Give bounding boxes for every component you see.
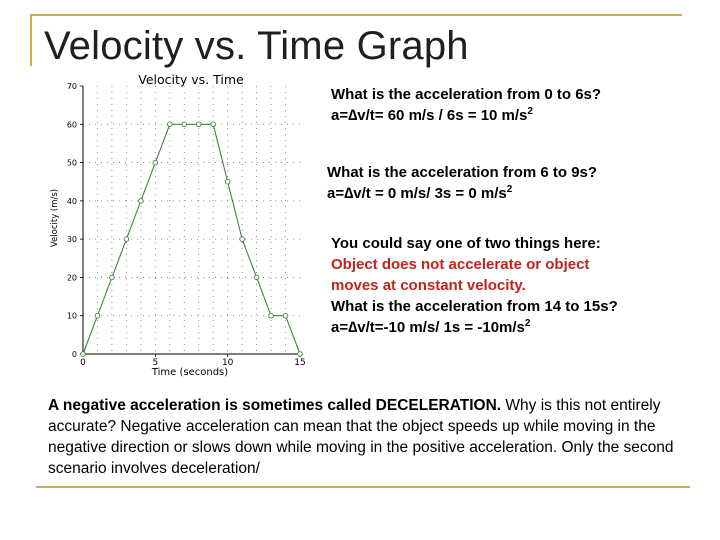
data-point — [152, 159, 159, 166]
data-point — [138, 198, 144, 204]
qa1-answer-exponent: 2 — [527, 106, 533, 117]
data-point — [297, 351, 303, 357]
deceleration-paragraph: A negative acceleration is sometimes cal… — [48, 395, 698, 479]
data-point — [224, 178, 231, 185]
paragraph-lead-bold: A negative acceleration is sometimes cal… — [48, 397, 502, 414]
chart-series — [80, 121, 303, 357]
data-point — [253, 274, 260, 281]
y-tick-label: 70 — [67, 82, 77, 91]
chart-ylabel: Velocity (m/s) — [50, 189, 60, 247]
left-accent-line — [30, 14, 32, 66]
qa3-highlight-line1: Object does not accelerate or object — [331, 256, 590, 273]
chart-tick-labels: 0 10 20 30 40 50 60 70 0 5 10 15 — [67, 82, 306, 368]
paragraph-rest: Why is this not entirely accurate? Negat… — [48, 397, 674, 477]
velocity-time-chart: Velocity vs. Time Velocity (m/s) Time (s… — [50, 72, 306, 378]
qa2-answer-exponent: 2 — [506, 184, 513, 195]
qa1-answer: a=∆v/t= 60 m/s / 6s = 10 m/s2 — [331, 105, 601, 126]
data-point — [239, 236, 245, 242]
x-tick-label: 0 — [80, 358, 86, 368]
data-point — [80, 351, 86, 357]
data-point — [282, 312, 289, 319]
top-accent-line — [30, 14, 682, 16]
y-tick-label: 40 — [67, 197, 77, 206]
chart-axes — [82, 86, 300, 355]
qa3-highlight-line2: moves at constant velocity. — [331, 277, 526, 294]
x-tick-label: 10 — [222, 358, 234, 368]
data-point — [268, 312, 274, 319]
data-point — [195, 121, 202, 128]
qa-block-1: What is the acceleration from 0 to 6s? a… — [331, 84, 601, 126]
qa3-question: What is the acceleration from 14 to 15s? — [331, 298, 618, 315]
y-tick-label: 50 — [67, 159, 77, 168]
chart-xlabel: Time (seconds) — [151, 367, 228, 378]
qa3-answer-text: a=∆v/t=-10 m/s/ 1s = -10m/s — [331, 319, 525, 336]
qa2-answer-text: a=∆v/t = 0 m/s/ 3s = 0 m/s — [327, 185, 507, 202]
y-tick-label: 30 — [67, 235, 77, 244]
qa3-answer: a=∆v/t=-10 m/s/ 1s = -10m/s2 — [331, 317, 618, 338]
chart-title: Velocity vs. Time — [138, 72, 244, 87]
qa2-question: What is the acceleration from 6 to 9s? — [327, 164, 598, 181]
x-tick-label: 5 — [152, 358, 158, 368]
chart-grid — [83, 86, 300, 354]
qa1-answer-text: a=∆v/t= 60 m/s / 6s = 10 m/s — [331, 107, 528, 124]
series-line — [82, 123, 301, 355]
data-point — [109, 274, 115, 281]
qa-block-2: What is the acceleration from 6 to 9s? a… — [327, 162, 597, 204]
qa3-answer-exponent: 2 — [524, 318, 531, 329]
y-tick-label: 0 — [72, 350, 77, 359]
data-point — [123, 236, 130, 242]
qa2-answer: a=∆v/t = 0 m/s/ 3s = 0 m/s2 — [327, 183, 597, 204]
x-tick-label: 15 — [294, 358, 305, 368]
data-point — [167, 121, 173, 128]
y-tick-label: 20 — [67, 273, 77, 282]
y-tick-label: 10 — [67, 312, 77, 321]
qa3-intro: You could say one of two things here: — [331, 235, 601, 252]
data-point — [94, 312, 101, 319]
bottom-accent-line — [36, 486, 690, 488]
qa1-question: What is the acceleration from 0 to 6s? — [331, 86, 602, 103]
data-point — [181, 121, 188, 128]
data-point — [210, 121, 216, 128]
slide-title: Velocity vs. Time Graph — [44, 24, 469, 68]
y-tick-label: 60 — [67, 120, 77, 129]
qa-block-3: You could say one of two things here: Ob… — [331, 233, 618, 338]
